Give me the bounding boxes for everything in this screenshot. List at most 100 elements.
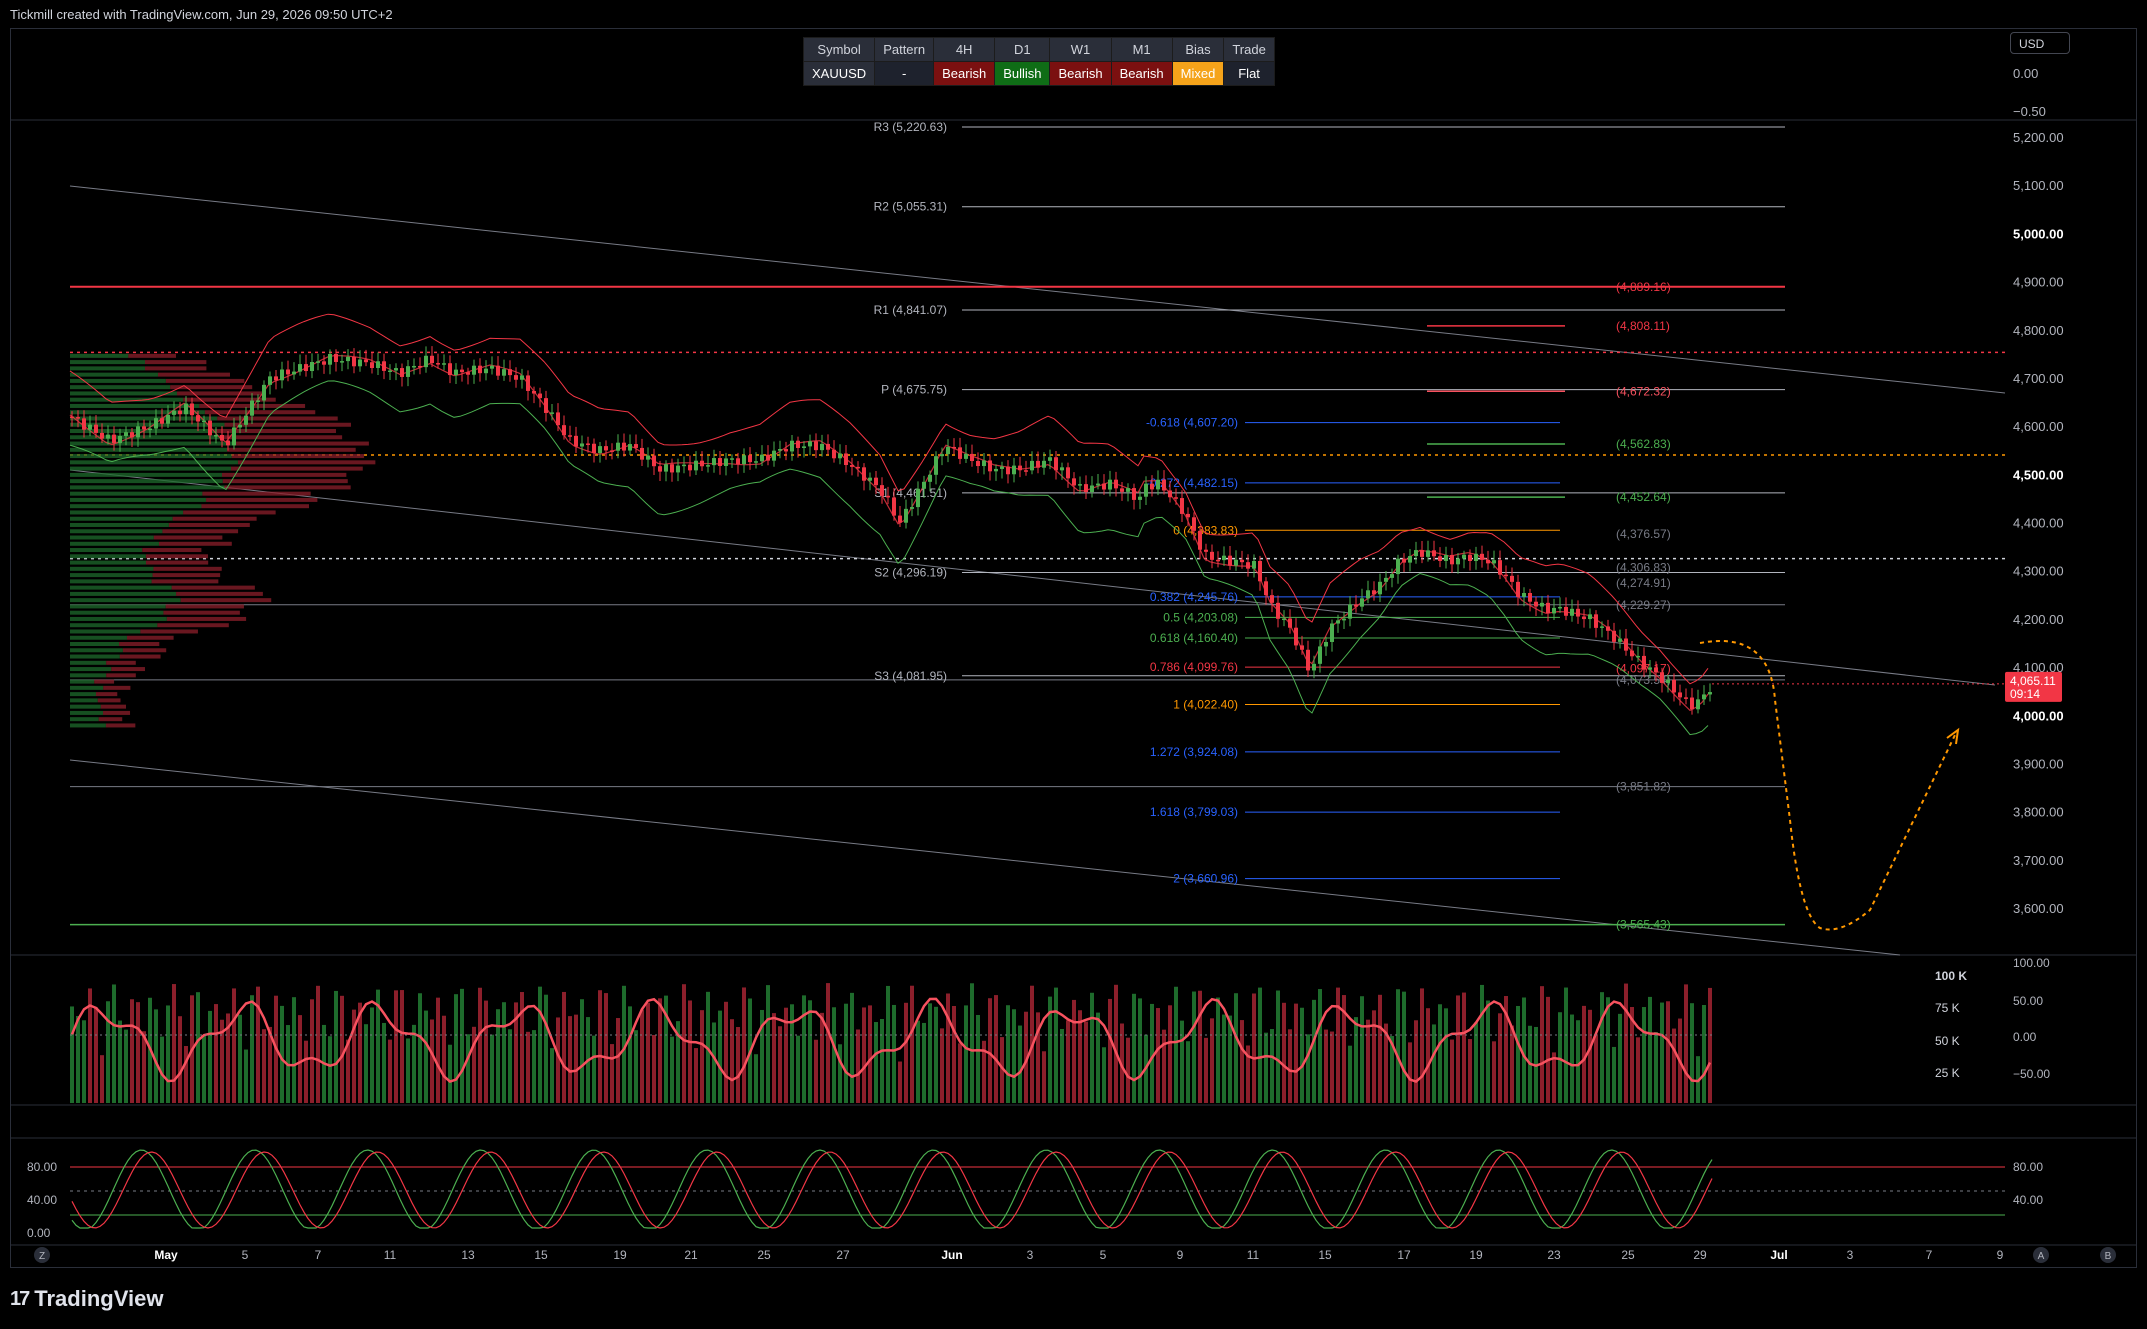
candle-body <box>1564 607 1568 616</box>
time-axis-tick: 7 <box>1926 1248 1933 1262</box>
currency-button[interactable]: USD <box>2010 32 2070 54</box>
candle-body <box>1240 560 1244 562</box>
candle-body <box>292 372 296 375</box>
candle-body <box>1210 552 1214 560</box>
volume-profile-bar <box>166 379 244 383</box>
last-price-value: 4,065.11 <box>2010 674 2056 688</box>
volume-bar <box>388 1040 392 1103</box>
candle-body <box>1576 609 1580 617</box>
volume-bar <box>310 999 314 1103</box>
volume-bar <box>112 984 116 1103</box>
volume-bar <box>1606 997 1610 1103</box>
volume-bar <box>1198 991 1202 1103</box>
volume-profile-bar <box>70 373 158 377</box>
volume-bar <box>1156 1008 1160 1103</box>
candle-body <box>1468 555 1472 561</box>
volume-bar <box>1486 1001 1490 1103</box>
candle-body <box>1108 480 1112 490</box>
volume-profile-bar <box>70 680 94 684</box>
candle-body <box>1612 631 1616 642</box>
volume-bar <box>196 992 200 1103</box>
volume-bar <box>178 1016 182 1103</box>
volume-bar <box>940 1028 944 1103</box>
candle-body <box>1300 645 1304 649</box>
candle-body <box>1126 488 1130 492</box>
candle-body <box>454 370 458 375</box>
volume-bar <box>820 1013 824 1103</box>
volume-profile-bar <box>70 686 103 690</box>
candle-body <box>1462 555 1466 559</box>
candle-body <box>1306 650 1310 671</box>
signal-header-5: M1 <box>1111 38 1172 62</box>
candle-body <box>1228 556 1232 566</box>
volume-bar <box>718 1011 722 1103</box>
volume-profile-bar <box>159 542 232 546</box>
volume-bar <box>898 1062 902 1103</box>
volume-bar <box>304 1041 308 1103</box>
volume-bar <box>1336 988 1340 1103</box>
volume-bar <box>958 1043 962 1103</box>
candle-body <box>574 436 578 447</box>
candle-body <box>160 418 164 424</box>
volume-bar <box>1090 993 1094 1103</box>
candle-body <box>82 418 86 429</box>
candle-body <box>1606 626 1610 630</box>
volume-bar <box>1378 995 1382 1103</box>
volume-profile-bar <box>120 655 161 659</box>
volume-bar <box>370 1007 374 1103</box>
volume-bar <box>910 986 914 1103</box>
volume-profile-bar <box>227 448 356 452</box>
candle-body <box>334 354 338 362</box>
volume-bar <box>862 1007 866 1103</box>
volume-bar <box>1222 1015 1226 1103</box>
candle-body <box>886 496 890 498</box>
volume-profile-bar <box>145 366 206 370</box>
candle-body <box>1042 461 1046 468</box>
volume-bar <box>1054 988 1058 1103</box>
candle-body <box>748 455 752 462</box>
volume-profile-bar <box>172 586 255 590</box>
pivot-label: S1 (4,461.51) <box>874 486 947 500</box>
candle-body <box>274 376 278 380</box>
candle-body <box>934 456 938 475</box>
volume-bar <box>772 1013 776 1103</box>
volume-bar <box>484 1001 488 1103</box>
candle-body <box>1450 555 1454 564</box>
volume-bar <box>562 992 566 1103</box>
candle-body <box>298 364 302 371</box>
volume-bar <box>1180 1021 1184 1103</box>
volume-bar <box>202 1036 206 1103</box>
time-axis-tick: Jun <box>941 1248 962 1262</box>
volume-profile-bar <box>217 416 337 420</box>
volume-bar <box>1654 1032 1658 1103</box>
candle-body <box>688 465 692 471</box>
candle-body <box>1012 466 1016 475</box>
volume-profile-bar <box>70 554 146 558</box>
candle-body <box>70 416 74 418</box>
volume-profile-bar <box>238 460 375 464</box>
candle-body <box>1186 514 1190 517</box>
volume-profile-bar <box>70 548 142 552</box>
candle-body <box>1144 484 1148 497</box>
candle-body <box>424 356 428 367</box>
volume-profile-bar <box>146 561 208 565</box>
candle-body <box>562 425 566 435</box>
candle-body <box>112 435 116 443</box>
candle-body <box>1030 461 1034 470</box>
candle-body <box>394 368 398 370</box>
time-axis-tick: 3 <box>1027 1248 1034 1262</box>
stoch-axis-left-tick: 80.00 <box>27 1160 57 1174</box>
volume-bar <box>166 1005 170 1103</box>
level-label: (4,376.57) <box>1616 527 1671 541</box>
volume-bar <box>1480 985 1484 1103</box>
volume-bar <box>724 1002 728 1103</box>
level-label: (4,808.11) <box>1616 319 1670 333</box>
tradingview-logo[interactable]: 17 TradingView <box>10 1286 163 1312</box>
candle-body <box>682 465 686 467</box>
level-label: (4,274.91) <box>1616 576 1671 590</box>
volume-bar <box>106 1001 110 1103</box>
volume-bar <box>1666 1001 1670 1103</box>
candle-body <box>1324 642 1328 646</box>
volume-profile-bar <box>170 385 252 389</box>
